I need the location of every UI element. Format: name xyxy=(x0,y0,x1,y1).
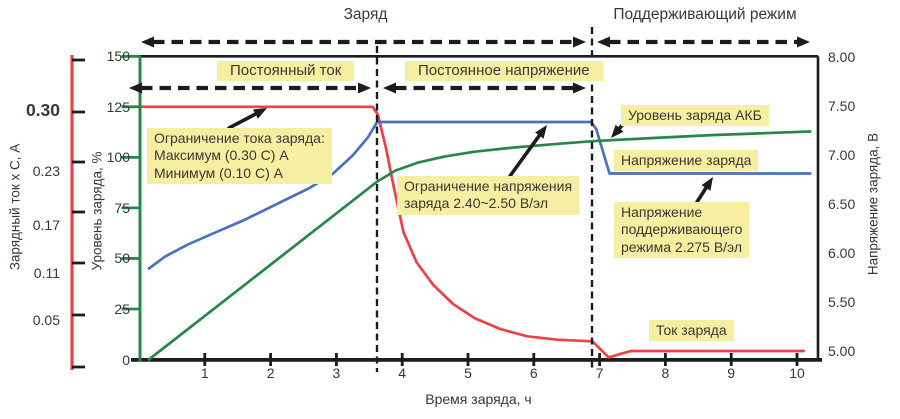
series-red xyxy=(140,105,805,359)
region-arrow-head xyxy=(129,82,142,94)
region-arrow-head xyxy=(797,36,810,48)
voltage-tick-label: 5.50 xyxy=(828,294,856,310)
series-blue xyxy=(147,120,812,270)
callout-charge-current: Ток заряда xyxy=(649,320,734,342)
x-tick-label: 4 xyxy=(398,365,407,381)
current-tick-label: 0.23 xyxy=(32,163,60,179)
callout-charge-voltage: Напряжение заряда xyxy=(614,150,759,172)
voltage-tick-label: 6.50 xyxy=(828,196,856,212)
current-tick-label: 0.30 xyxy=(25,100,60,120)
x-tick-label: 1 xyxy=(200,365,209,381)
current-tick-label: 0.05 xyxy=(32,312,60,328)
x-tick-label: 9 xyxy=(727,365,736,381)
voltage-tick-label: 6.00 xyxy=(828,245,856,261)
callout-arrow-head xyxy=(701,177,713,191)
percent-tick-label: 150 xyxy=(106,48,130,65)
region-arrow-head xyxy=(573,36,586,48)
x-tick-label: 3 xyxy=(332,365,341,381)
region-arrow-head xyxy=(383,82,396,94)
percent-tick-label: 0 xyxy=(122,351,130,368)
percent-tick-label: 50 xyxy=(114,250,130,267)
axis-label-charge-current: Зарядный ток х С, А xyxy=(7,143,23,271)
callout-float-voltage: Напряжение поддерживающего режима 2.275 … xyxy=(614,202,750,259)
percent-tick-label: 125 xyxy=(106,98,130,115)
region-arrow-head xyxy=(573,82,586,94)
region-title-charge: Заряд xyxy=(343,6,388,23)
callout-voltage-limit: Ограничение напряжения заряда 2.40~2.50 … xyxy=(397,176,580,215)
phase-label-constant-current: Постоянный ток xyxy=(217,61,355,81)
voltage-tick-label: 8.00 xyxy=(828,49,856,65)
percent-tick-label: 100 xyxy=(106,149,130,166)
region-arrow-head xyxy=(141,36,154,48)
region-arrow-head xyxy=(597,36,610,48)
current-tick-label: 0.17 xyxy=(32,217,60,233)
callout-arrow xyxy=(227,109,262,130)
callout-soc-level: Уровень заряда АКБ xyxy=(621,105,769,127)
x-tick-label: 8 xyxy=(661,365,670,381)
x-tick-label: 6 xyxy=(529,365,538,381)
percent-tick-label: 25 xyxy=(114,300,130,317)
region-arrow-head xyxy=(358,82,371,94)
callout-arrow xyxy=(508,129,545,178)
voltage-tick-label: 5.00 xyxy=(828,343,856,359)
x-tick-label: 2 xyxy=(266,365,275,381)
series-green xyxy=(147,130,812,361)
x-tick-label: 7 xyxy=(595,365,604,381)
callout-arrow-head xyxy=(535,125,547,139)
axis-label-time: Время заряда, ч xyxy=(425,391,532,407)
callout-arrow-head xyxy=(253,108,267,119)
x-tick-label: 5 xyxy=(464,365,472,381)
current-tick-label: 0.11 xyxy=(33,265,60,281)
x-tick-label: 10 xyxy=(789,365,805,381)
voltage-tick-label: 7.00 xyxy=(828,147,856,163)
callout-current-limit: Ограничение тока заряда: Максимум (0.30 … xyxy=(147,128,332,185)
region-title-float: Поддерживающий режим xyxy=(613,6,797,23)
callout-arrow-head xyxy=(611,124,624,138)
voltage-tick-label: 7.50 xyxy=(828,98,856,114)
percent-tick-label: 75 xyxy=(114,199,130,216)
phase-label-constant-voltage: Постоянное напряжение xyxy=(405,61,603,81)
